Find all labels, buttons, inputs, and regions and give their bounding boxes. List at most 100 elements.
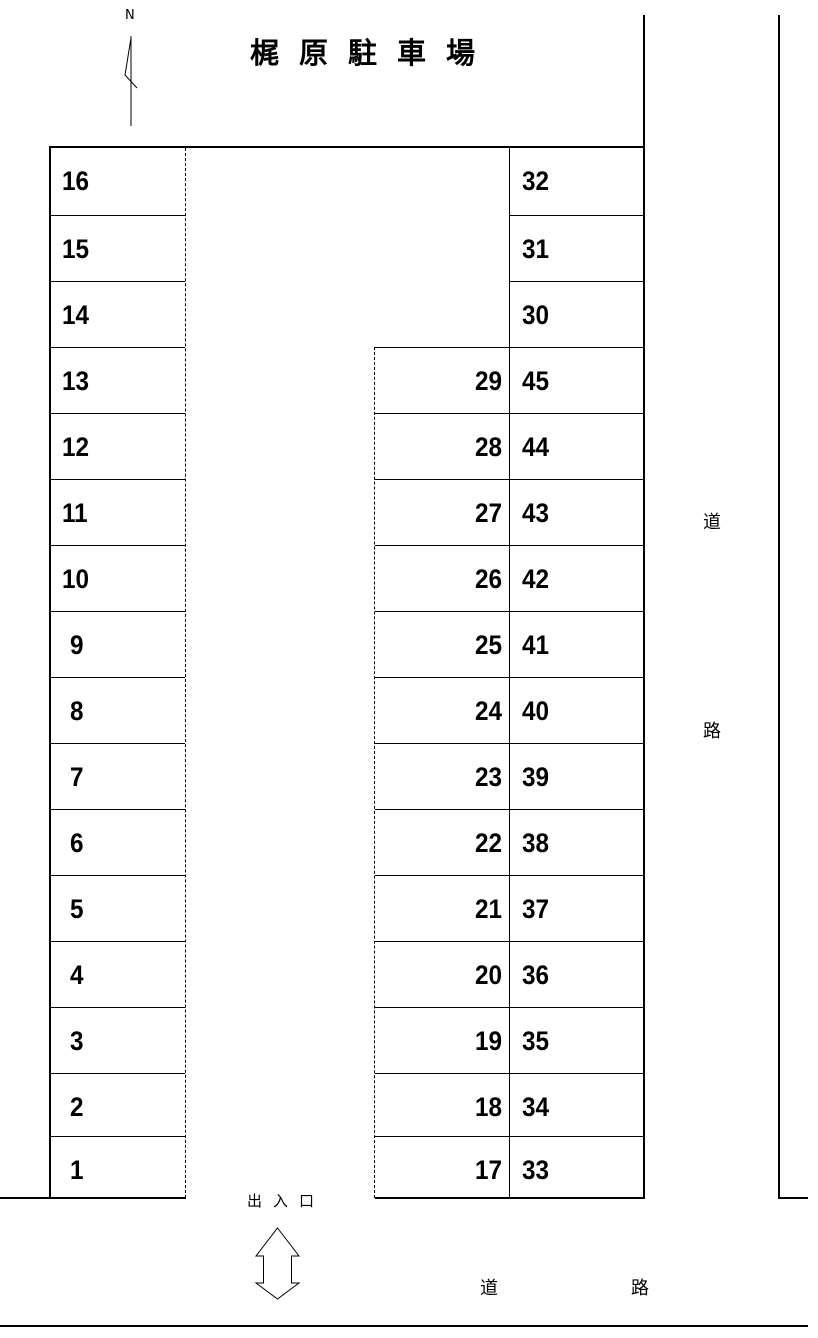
parking-space-middle: 17 xyxy=(375,1136,510,1198)
parking-space-right: 42 xyxy=(510,545,644,611)
parking-space-middle: 21 xyxy=(375,875,510,941)
parking-space-left: 9 xyxy=(50,611,185,677)
lot-top-wall xyxy=(50,146,645,148)
parking-space-right: 38 xyxy=(510,809,644,875)
dashed-middle-aisle xyxy=(374,347,375,1198)
lot-right-wall xyxy=(643,15,645,1199)
parking-space-right: 33 xyxy=(510,1136,644,1198)
parking-space-middle: 22 xyxy=(375,809,510,875)
space-number: 21 xyxy=(474,894,502,924)
parking-space-right: 44 xyxy=(510,413,644,479)
space-number: 2 xyxy=(70,1092,84,1122)
parking-space-middle: 29 xyxy=(375,347,510,413)
parking-space-left: 15 xyxy=(50,215,185,281)
parking-space-left: 5 xyxy=(50,875,185,941)
space-number: 28 xyxy=(474,432,502,462)
bottom-edge-middle xyxy=(375,1197,645,1199)
space-number: 13 xyxy=(62,366,90,396)
parking-space-right: 43 xyxy=(510,479,644,545)
page-title: 梶原駐車場 xyxy=(250,36,496,70)
parking-space-left: 14 xyxy=(50,281,185,347)
space-number: 3 xyxy=(70,1026,84,1056)
space-number: 32 xyxy=(522,166,550,196)
divider-middle-right xyxy=(509,148,510,1198)
space-number: 34 xyxy=(522,1092,550,1122)
parking-space-left: 11 xyxy=(50,479,185,545)
space-number: 42 xyxy=(522,564,550,594)
north-arrow-icon xyxy=(124,36,138,126)
parking-space-right: 30 xyxy=(510,281,644,347)
space-number: 6 xyxy=(70,828,84,858)
parking-space-left: 8 xyxy=(50,677,185,743)
space-number: 41 xyxy=(522,630,550,660)
space-number: 30 xyxy=(522,300,550,330)
space-number: 15 xyxy=(62,234,90,264)
parking-space-middle: 28 xyxy=(375,413,510,479)
parking-space-right: 35 xyxy=(510,1007,644,1073)
parking-space-right: 31 xyxy=(510,215,644,281)
bottom-edge-left xyxy=(0,1197,186,1199)
space-number: 38 xyxy=(522,828,550,858)
north-label: N xyxy=(125,8,135,23)
parking-space-middle: 23 xyxy=(375,743,510,809)
space-number: 17 xyxy=(474,1155,502,1185)
space-number: 27 xyxy=(474,498,502,528)
road-right-char1: 道 xyxy=(703,512,721,533)
parking-space-right: 40 xyxy=(510,677,644,743)
space-number: 16 xyxy=(62,166,90,196)
space-number: 1 xyxy=(70,1155,84,1185)
parking-space-right: 34 xyxy=(510,1073,644,1136)
space-number: 5 xyxy=(70,894,84,924)
parking-space-middle: 26 xyxy=(375,545,510,611)
road-bottom-edge xyxy=(0,1325,808,1327)
space-number: 7 xyxy=(70,762,84,792)
parking-space-middle: 20 xyxy=(375,941,510,1007)
space-number: 36 xyxy=(522,960,550,990)
space-number: 37 xyxy=(522,894,550,924)
entrance-label: 出入口 xyxy=(247,1192,326,1210)
space-number: 26 xyxy=(474,564,502,594)
parking-space-left: 7 xyxy=(50,743,185,809)
space-number: 22 xyxy=(474,828,502,858)
space-number: 40 xyxy=(522,696,550,726)
space-number: 8 xyxy=(70,696,84,726)
space-number: 14 xyxy=(62,300,90,330)
space-number: 23 xyxy=(474,762,502,792)
parking-space-middle: 19 xyxy=(375,1007,510,1073)
parking-space-right: 32 xyxy=(510,148,644,215)
parking-space-left: 2 xyxy=(50,1073,185,1136)
space-number: 25 xyxy=(474,630,502,660)
space-number: 12 xyxy=(62,432,90,462)
space-number: 33 xyxy=(522,1155,550,1185)
space-number: 4 xyxy=(70,960,84,990)
parking-space-middle: 18 xyxy=(375,1073,510,1136)
parking-space-left: 4 xyxy=(50,941,185,1007)
road-bottom-char1: 道 xyxy=(480,1278,498,1299)
parking-space-right: 37 xyxy=(510,875,644,941)
parking-space-left: 6 xyxy=(50,809,185,875)
dashed-left-aisle xyxy=(185,148,186,1198)
parking-space-right: 41 xyxy=(510,611,644,677)
road-right-edge xyxy=(778,15,780,1199)
parking-space-left: 3 xyxy=(50,1007,185,1073)
space-number: 39 xyxy=(522,762,550,792)
bottom-edge-right xyxy=(778,1197,808,1199)
parking-space-left: 12 xyxy=(50,413,185,479)
parking-space-left: 10 xyxy=(50,545,185,611)
parking-space-right: 36 xyxy=(510,941,644,1007)
parking-space-middle: 25 xyxy=(375,611,510,677)
road-right-char2: 路 xyxy=(703,721,721,742)
space-number: 19 xyxy=(474,1026,502,1056)
space-number: 29 xyxy=(474,366,502,396)
space-number: 9 xyxy=(70,630,84,660)
road-bottom-char2: 路 xyxy=(631,1278,649,1299)
parking-space-left: 1 xyxy=(50,1136,185,1198)
parking-space-middle: 24 xyxy=(375,677,510,743)
space-number: 31 xyxy=(522,234,550,264)
space-number: 24 xyxy=(474,696,502,726)
lot-left-wall xyxy=(49,146,51,1199)
parking-space-left: 13 xyxy=(50,347,185,413)
space-number: 44 xyxy=(522,432,550,462)
space-number: 10 xyxy=(62,564,90,594)
parking-space-left: 16 xyxy=(50,148,185,215)
